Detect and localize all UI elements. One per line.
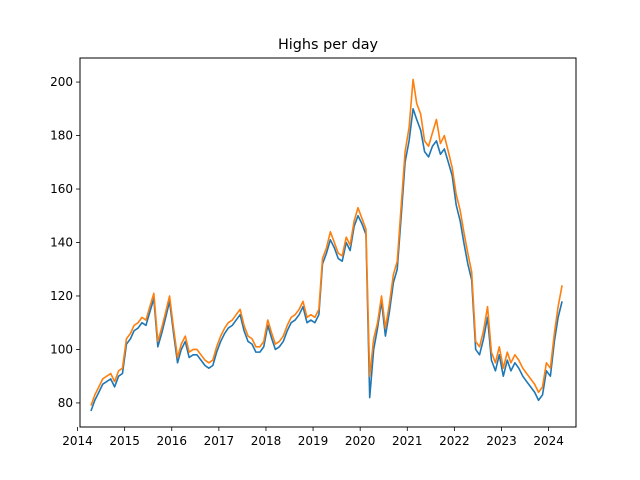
chart-title: Highs per day xyxy=(278,37,379,53)
x-tick-label: 2018 xyxy=(251,434,282,448)
x-tick-label: 2021 xyxy=(392,434,423,448)
x-tick-label: 2014 xyxy=(62,434,93,448)
x-axis: 2014 2015 2016 2017 2018 2019 2020 2021 2022 2023… xyxy=(62,427,564,448)
y-axis: 80 100 120 140 160 180 200 xyxy=(50,75,80,410)
plot-frame xyxy=(79,57,577,428)
x-tick-label: 2022 xyxy=(439,434,470,448)
x-tick-label: 2016 xyxy=(156,434,187,448)
series-layer xyxy=(90,78,563,412)
x-tick-label: 2017 xyxy=(204,434,235,448)
y-tick-label: 180 xyxy=(50,129,73,143)
y-tick-label: 140 xyxy=(50,236,73,250)
x-tick-label: 2015 xyxy=(109,434,140,448)
x-tick-label: 2024 xyxy=(533,434,564,448)
y-tick-label: 160 xyxy=(50,182,73,196)
x-tick-label: 2019 xyxy=(298,434,329,448)
y-tick-label: 80 xyxy=(58,396,73,410)
y-tick-label: 200 xyxy=(50,75,73,89)
plot-area xyxy=(90,78,563,412)
y-tick-label: 120 xyxy=(50,289,73,303)
y-tick-label: 100 xyxy=(50,342,73,356)
x-tick-label: 2023 xyxy=(486,434,517,448)
x-tick-label: 2020 xyxy=(345,434,376,448)
series-line-2 xyxy=(90,78,563,406)
